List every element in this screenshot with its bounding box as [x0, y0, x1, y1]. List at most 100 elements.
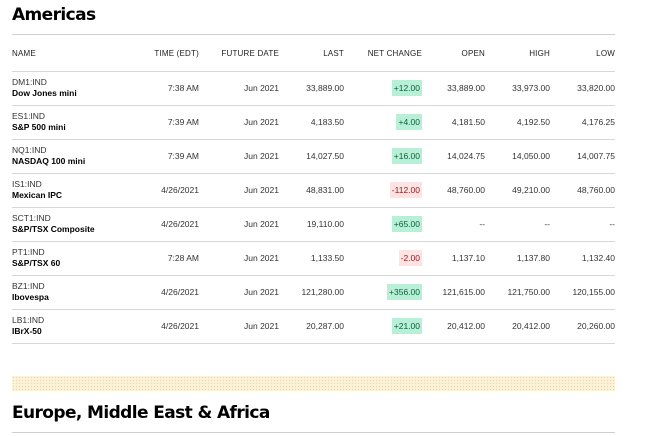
net-change-badge: +21.00: [391, 318, 422, 334]
ticker-symbol[interactable]: LB1:IND: [12, 315, 45, 325]
future-date-cell: Jun 2021: [199, 173, 279, 208]
low-cell: 20,260.00: [550, 309, 615, 344]
security-name[interactable]: Ibovespa: [12, 292, 49, 302]
security-name[interactable]: S&P 500 mini: [12, 122, 66, 132]
time-cell: 7:39 AM: [132, 139, 199, 174]
last-price-cell: 48,831.00: [279, 173, 344, 208]
section-divider-band: [12, 376, 615, 391]
ticker-symbol[interactable]: NQ1:IND: [12, 145, 47, 155]
security-cell[interactable]: SCT1:IND S&P/TSX Composite: [12, 207, 132, 242]
low-cell: 1,132.40: [550, 241, 615, 276]
open-cell: 121,615.00: [422, 275, 485, 310]
net-change-badge: +12.00: [391, 80, 422, 96]
ticker-symbol[interactable]: ES1:IND: [12, 111, 46, 121]
americas-title-rule: [12, 34, 615, 35]
future-date-cell: Jun 2021: [199, 105, 279, 140]
last-price-cell: 19,110.00: [279, 207, 344, 242]
time-cell: 4/26/2021: [132, 173, 199, 208]
high-cell: 14,050.00: [485, 139, 550, 174]
high-cell: --: [485, 207, 550, 242]
future-date-cell: Jun 2021: [199, 241, 279, 276]
last-price-cell: 20,287.00: [279, 309, 344, 344]
americas-quotes-table: NAME TIME (EDT) FUTURE DATE LAST NET CHA…: [12, 37, 615, 344]
time-cell: 4/26/2021: [132, 275, 199, 310]
table-row[interactable]: BZ1:IND Ibovespa 4/26/2021 Jun 2021 121,2…: [12, 275, 615, 310]
future-date-cell: Jun 2021: [199, 309, 279, 344]
emea-section-title: Europe, Middle East & Africa: [12, 403, 270, 423]
time-cell: 7:39 AM: [132, 105, 199, 140]
future-date-cell: Jun 2021: [199, 207, 279, 242]
high-cell: 20,412.00: [485, 309, 550, 344]
security-name[interactable]: Mexican IPC: [12, 190, 63, 200]
future-date-cell: Jun 2021: [199, 275, 279, 310]
low-cell: 120,155.00: [550, 275, 615, 310]
future-date-cell: Jun 2021: [199, 139, 279, 174]
open-cell: 48,760.00: [422, 173, 485, 208]
net-change-badge: -2.00: [398, 250, 422, 266]
net-change-cell: +12.00: [344, 71, 422, 106]
last-price-cell: 33,889.00: [279, 71, 344, 106]
column-header-name[interactable]: NAME: [12, 37, 132, 72]
column-header-open[interactable]: OPEN: [422, 37, 485, 72]
security-cell[interactable]: ES1:IND S&P 500 mini: [12, 105, 132, 140]
column-header-future-date[interactable]: FUTURE DATE: [199, 37, 279, 72]
ticker-symbol[interactable]: IS1:IND: [12, 179, 42, 189]
security-cell[interactable]: IS1:IND Mexican IPC: [12, 173, 132, 208]
americas-section-title: Americas: [12, 5, 96, 25]
open-cell: 4,181.50: [422, 105, 485, 140]
future-date-cell: Jun 2021: [199, 71, 279, 106]
column-header-last[interactable]: LAST: [279, 37, 344, 72]
low-cell: 33,820.00: [550, 71, 615, 106]
net-change-cell: -2.00: [344, 241, 422, 276]
security-name[interactable]: S&P/TSX Composite: [12, 224, 95, 234]
net-change-badge: +4.00: [396, 114, 422, 130]
net-change-cell: +65.00: [344, 207, 422, 242]
time-cell: 7:38 AM: [132, 71, 199, 106]
ticker-symbol[interactable]: DM1:IND: [12, 77, 47, 87]
ticker-symbol[interactable]: SCT1:IND: [12, 213, 51, 223]
time-cell: 4/26/2021: [132, 207, 199, 242]
last-price-cell: 14,027.50: [279, 139, 344, 174]
table-row[interactable]: IS1:IND Mexican IPC 4/26/2021 Jun 2021 48…: [12, 173, 615, 208]
column-header-high[interactable]: HIGH: [485, 37, 550, 72]
low-cell: --: [550, 207, 615, 242]
net-change-badge: +65.00: [391, 216, 422, 232]
column-header-time[interactable]: TIME (EDT): [132, 37, 199, 72]
low-cell: 4,176.25: [550, 105, 615, 140]
net-change-badge: +16.00: [391, 148, 422, 164]
table-row[interactable]: ES1:IND S&P 500 mini 7:39 AM Jun 2021 4,1…: [12, 105, 615, 140]
high-cell: 4,192.50: [485, 105, 550, 140]
ticker-symbol[interactable]: BZ1:IND: [12, 281, 45, 291]
security-name[interactable]: IBrX-50: [12, 326, 42, 336]
last-price-cell: 121,280.00: [279, 275, 344, 310]
high-cell: 121,750.00: [485, 275, 550, 310]
table-row[interactable]: SCT1:IND S&P/TSX Composite 4/26/2021 Jun …: [12, 207, 615, 242]
emea-title-rule: [12, 432, 615, 433]
open-cell: --: [422, 207, 485, 242]
table-row[interactable]: PT1:IND S&P/TSX 60 7:28 AM Jun 2021 1,133…: [12, 241, 615, 276]
net-change-cell: +356.00: [344, 275, 422, 310]
column-header-net-change[interactable]: NET CHANGE: [344, 37, 422, 72]
ticker-symbol[interactable]: PT1:IND: [12, 247, 45, 257]
security-cell[interactable]: PT1:IND S&P/TSX 60: [12, 241, 132, 276]
table-row[interactable]: DM1:IND Dow Jones mini 7:38 AM Jun 2021 3…: [12, 71, 615, 106]
time-cell: 7:28 AM: [132, 241, 199, 276]
table-row[interactable]: NQ1:IND NASDAQ 100 mini 7:39 AM Jun 2021 …: [12, 139, 615, 174]
net-change-cell: +16.00: [344, 139, 422, 174]
open-cell: 14,024.75: [422, 139, 485, 174]
column-header-low[interactable]: LOW: [550, 37, 615, 72]
security-name[interactable]: S&P/TSX 60: [12, 258, 61, 268]
last-price-cell: 1,133.50: [279, 241, 344, 276]
security-name[interactable]: Dow Jones mini: [12, 88, 77, 98]
net-change-badge: -112.00: [389, 182, 422, 198]
last-price-cell: 4,183.50: [279, 105, 344, 140]
security-cell[interactable]: DM1:IND Dow Jones mini: [12, 71, 132, 106]
security-cell[interactable]: BZ1:IND Ibovespa: [12, 275, 132, 310]
table-row[interactable]: LB1:IND IBrX-50 4/26/2021 Jun 2021 20,287…: [12, 309, 615, 344]
security-cell[interactable]: NQ1:IND NASDAQ 100 mini: [12, 139, 132, 174]
open-cell: 33,889.00: [422, 71, 485, 106]
low-cell: 14,007.75: [550, 139, 615, 174]
security-cell[interactable]: LB1:IND IBrX-50: [12, 309, 132, 344]
open-cell: 1,137.10: [422, 241, 485, 276]
security-name[interactable]: NASDAQ 100 mini: [12, 156, 86, 166]
